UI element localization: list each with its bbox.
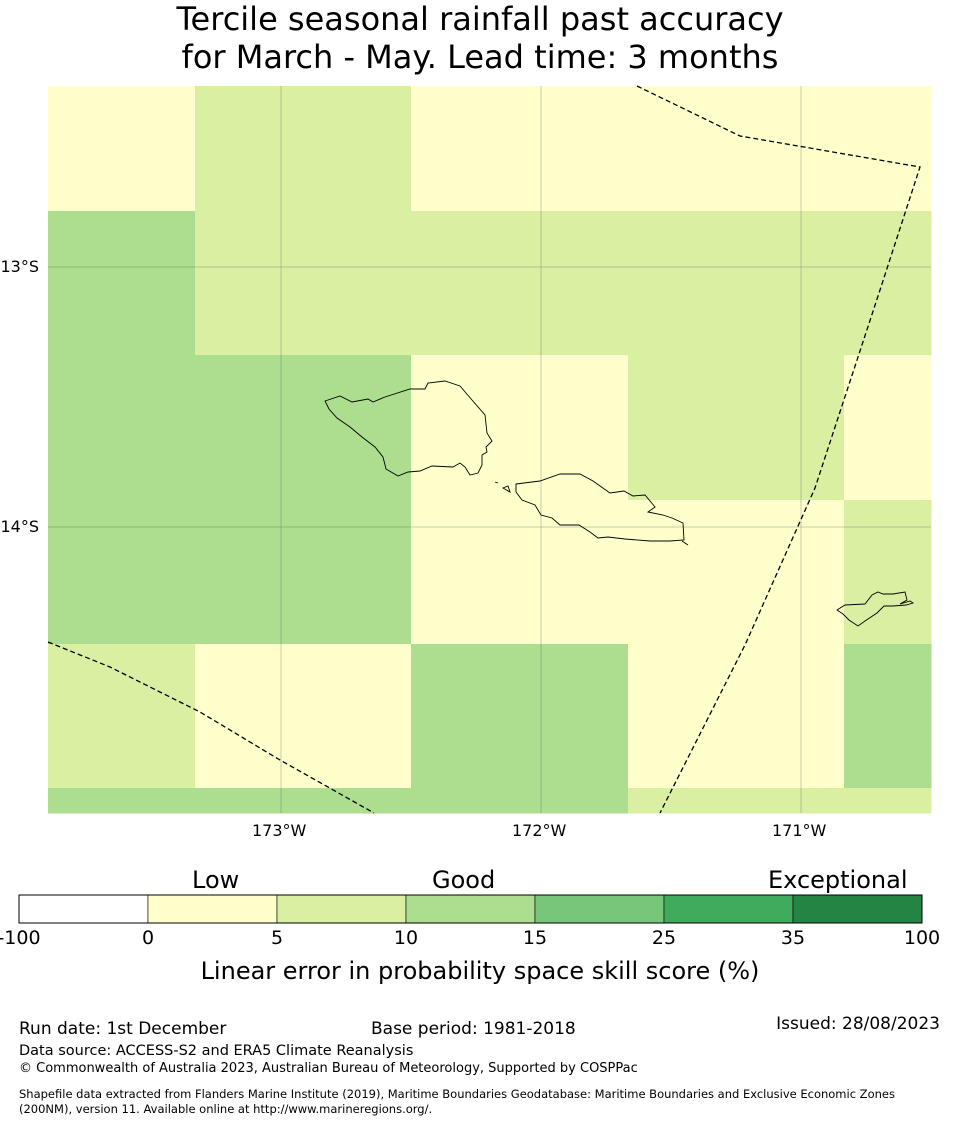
run-date: Run date: 1st December [19, 1019, 227, 1039]
eez-boundaries [47, 85, 921, 814]
grid-cell [541, 355, 629, 501]
grid-cell [844, 500, 932, 645]
issued-date: Issued: 28/08/2023 [776, 1014, 940, 1034]
grid-cell [195, 644, 282, 789]
grid-cell [801, 355, 845, 501]
grid-cell [844, 355, 932, 501]
colorbar [18, 894, 923, 924]
colorbar-tick-label: 100 [903, 927, 941, 949]
grid-cell [628, 644, 802, 789]
colorbar-segment [147, 894, 278, 924]
lat-label-13s: 13°S [0, 257, 39, 276]
grid-cell [628, 500, 802, 645]
grid-cell [541, 644, 629, 789]
island-apolima [494, 481, 499, 484]
grid-cell [195, 788, 282, 814]
grid-cell [628, 86, 802, 212]
grid-cell [281, 500, 412, 645]
grid-cell [541, 788, 629, 814]
grid-cell [801, 211, 845, 356]
colorbar-segment [534, 894, 665, 924]
grid-cell [801, 500, 845, 645]
lat-label-14s: 14°S [0, 517, 39, 536]
grid-cell [281, 788, 412, 814]
data-source: Data source: ACCESS-S2 and ERA5 Climate … [19, 1043, 414, 1059]
grid-cell [281, 211, 412, 356]
skill-grid [48, 86, 932, 814]
land-outlines [324, 380, 915, 627]
category-label-exceptional: Exceptional [768, 866, 908, 894]
colorbar-tick-label: 25 [651, 927, 677, 949]
grid-cell [48, 788, 196, 814]
title-line-2: for March - May. Lead time: 3 months [181, 38, 779, 76]
grid-cell [411, 500, 542, 645]
shapefile-credit-line-1: Shapefile data extracted from Flanders M… [19, 1087, 895, 1101]
copyright: © Commonwealth of Australia 2023, Austra… [19, 1061, 638, 1076]
colorbar-tick-label: 10 [393, 927, 419, 949]
colorbar-segment [405, 894, 536, 924]
lon-label-172w: 172°W [512, 821, 567, 840]
grid-cell [281, 355, 412, 501]
base-period: Base period: 1981-2018 [371, 1019, 576, 1039]
grid-cell [411, 644, 542, 789]
grid-cell [195, 355, 282, 501]
grid-cell [541, 500, 629, 645]
lon-label-171w: 171°W [772, 821, 827, 840]
grid-cell [628, 355, 802, 501]
grid-cell [844, 211, 932, 356]
colorbar-segment [663, 894, 794, 924]
map-title: Tercile seasonal rainfall past accuracy … [0, 0, 960, 76]
colorbar-segment [18, 894, 149, 924]
grid-cell [195, 211, 282, 356]
island-manono [501, 485, 511, 493]
grid-cell [281, 86, 412, 212]
colorbar-tick-label: 5 [270, 927, 284, 949]
island-upolu-tip [681, 540, 689, 546]
grid-cell [628, 211, 802, 356]
grid-cell [801, 644, 845, 789]
eez-boundary-northeast [636, 85, 921, 814]
grid-cell [195, 86, 282, 212]
colorbar-tick-label: -100 [0, 927, 41, 949]
colorbar-tick-label: 35 [780, 927, 806, 949]
grid-cell [541, 211, 629, 356]
grid-cell [48, 211, 196, 356]
grid-cell [281, 644, 412, 789]
colorbar-title: Linear error in probability space skill … [200, 957, 760, 985]
grid-cell [844, 788, 932, 814]
eez-boundary-southwest [47, 641, 375, 814]
grid-cell [411, 355, 542, 501]
grid-cell [628, 788, 802, 814]
grid-cell [844, 644, 932, 789]
grid-cell [48, 500, 196, 645]
grid-cell [48, 86, 196, 212]
grid-cell [801, 788, 845, 814]
colorbar-tick-label: 0 [141, 927, 155, 949]
grid-cell [48, 355, 196, 501]
grid-cell [801, 86, 845, 212]
colorbar-segment [276, 894, 407, 924]
grid-cell [411, 211, 542, 356]
lon-label-173w: 173°W [252, 821, 307, 840]
island-savaii [324, 380, 493, 477]
grid-cell [541, 86, 629, 212]
grid-cell [411, 788, 542, 814]
title-line-1: Tercile seasonal rainfall past accuracy [176, 0, 784, 38]
category-label-good: Good [432, 866, 496, 894]
colorbar-outline [18, 894, 923, 924]
shapefile-credit-line-2: (200NM), version 11. Available online at… [19, 1102, 433, 1116]
graticule [48, 86, 931, 813]
colorbar-tick-label: 15 [522, 927, 548, 949]
island-tutuila [836, 591, 915, 627]
colorbar-segment [792, 894, 923, 924]
category-label-low: Low [192, 866, 240, 894]
grid-cell [195, 500, 282, 645]
grid-cell [844, 86, 932, 212]
grid-cell [48, 644, 196, 789]
island-upolu [515, 473, 685, 542]
grid-cell [411, 86, 542, 212]
